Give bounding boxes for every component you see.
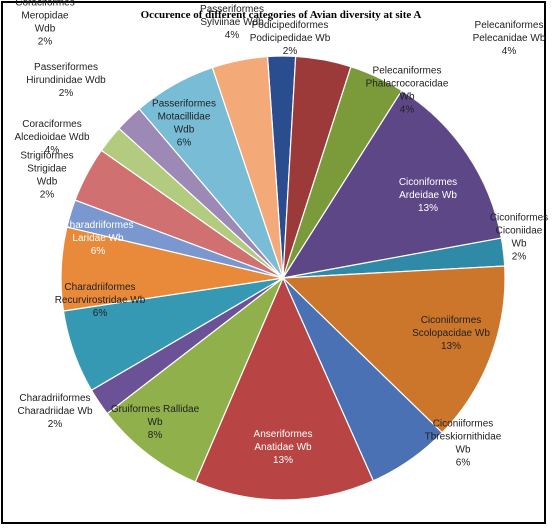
slice-label-line: Pelecaniformes (373, 66, 442, 77)
slice-label-line: Ardeidae Wb (399, 190, 457, 201)
slice-label-line: Motacillidae (158, 112, 211, 123)
slice-label-line: 2% (48, 419, 63, 430)
slice-label-line: 2% (512, 252, 527, 263)
slice-label: Coraciformes Alcedioidae Wdb 4% (14, 119, 89, 156)
slice-label: Strigiformes Strigidae Wdb 2% (20, 151, 73, 201)
pie-slice (281, 89, 503, 279)
slice-label-line: Charadriiformes (19, 393, 90, 404)
slice-label-line: Ciconiiformes (421, 315, 482, 326)
slice-label-line: Anatidae Wb (254, 442, 312, 453)
slice-label: Ciconiiformes Tbreskiornithidae Wb 6% (425, 419, 502, 469)
slice-label-line: Passeriformes (152, 99, 216, 110)
slice-label-line: Gruiformes Rallidae (111, 404, 200, 415)
slice-label-line: 4% (502, 46, 517, 57)
slice-label-line: 6% (456, 458, 471, 469)
pie-slice (281, 265, 506, 434)
slice-label: Anseriformes Anatidae Wb 13% (254, 429, 313, 466)
pie-slices (60, 55, 506, 501)
slice-label: Passeriformes Hirundinidae Wdb 2% (26, 62, 106, 99)
slice-label: Charadriiformes Charadriidae Wb 2% (17, 393, 92, 430)
slice-label: Passeriformes Motacillidae Wdb 6% (152, 99, 216, 149)
slice-label-line: 2% (40, 190, 55, 201)
slice-label: Pelecaniformes Phalacrocoracidae Wb 4% (366, 66, 449, 116)
slice-label: Pelecaniformes Pelecanidae Wb 4% (473, 20, 546, 57)
chart-title: Occurence of different categories of Avi… (141, 9, 422, 21)
slice-label-line: 6% (177, 138, 192, 149)
slice-label-line: Podicipedidae Wb (250, 33, 331, 44)
slice-label-line: Hirundinidae Wdb (26, 75, 106, 86)
slice-label: Charadriiformes Laridae Wb 6% (62, 220, 133, 257)
slice-label-line: Charadriiformes (62, 220, 133, 231)
slice-label-line: Laridae Wb (72, 233, 124, 244)
slice-label-line: Wdb (174, 125, 195, 136)
pie-slice (106, 276, 285, 483)
slice-label: Ciconiformes Ciconiidae Wb 2% (490, 213, 548, 263)
slice-label-line: 13% (273, 455, 293, 466)
slice-label: Passeriformes Sylviinae Wdb 4% (200, 4, 264, 41)
slice-label: Gruiformes Rallidae Wb 8% (111, 404, 200, 441)
slice-label: Coraciformes Meropidae Wdb 2% (15, 0, 74, 48)
slice-label-line: Charadriiformes (64, 282, 135, 293)
slice-label-line: Charadriidae Wb (17, 406, 92, 417)
slice-label-line: Ciconiiformes (433, 419, 494, 430)
slice-label-line: Alcedioidae Wdb (14, 132, 89, 143)
slice-label-line: Wb (456, 445, 471, 456)
slice-label-line: 8% (148, 430, 163, 441)
slice-label-line: Wb (400, 92, 415, 103)
pie-labels: Podicipediformes Podicipedidae Wb 2% Peleca… (14, 0, 548, 469)
slice-label: Ciconiformes Ardeidae Wb 13% (399, 177, 458, 214)
slice-label-line: Coraciformes (15, 0, 74, 9)
slice-label-line: Wdb (35, 24, 56, 35)
slice-label-line: Passeriformes (200, 4, 264, 15)
pie-slice (211, 55, 284, 279)
slice-label-line: Meropidae (21, 11, 69, 22)
slice-label-line: Passeriformes (34, 62, 98, 73)
slice-label-line: 4% (225, 30, 240, 41)
slice-label-line: Recurvirostridae Wb (55, 295, 146, 306)
slice-label-line: 2% (283, 46, 298, 57)
slice-label-line: Wb (512, 239, 527, 250)
slice-label-line: 6% (93, 308, 108, 319)
slice-label-line: 13% (418, 203, 438, 214)
slice-label: Charadriiformes Recurvirostridae Wb 6% (55, 282, 146, 319)
slice-label-line: Phalacrocoracidae (366, 79, 449, 90)
slice-label: Ciconiiformes Scolopacidae Wb 13% (412, 315, 490, 352)
slice-label-line: Tbreskiornithidae (425, 432, 502, 443)
slice-label-line: Ciconiidae (496, 226, 543, 237)
slice-label-line: Strigidae (27, 164, 67, 175)
slice-label-line: 4% (400, 105, 415, 116)
slice-label-line: 6% (91, 246, 106, 257)
slice-label-line: Sylviinae Wdb (200, 17, 264, 28)
slice-label-line: 13% (441, 341, 461, 352)
slice-label-line: Pelecanidae Wb (473, 33, 546, 44)
slice-label-line: Strigiformes (20, 151, 73, 162)
slice-label-line: Wb (148, 417, 163, 428)
slice-label-line: Coraciformes (22, 119, 81, 130)
slice-label-line: Anseriformes (254, 429, 313, 440)
slice-label-line: 2% (59, 88, 74, 99)
slice-label-line: Scolopacidae Wb (412, 328, 490, 339)
slice-label-line: Wdb (37, 177, 58, 188)
slice-label: Podicipediformes Podicipedidae Wb 2% (250, 20, 331, 57)
slice-label-line: 4% (45, 145, 60, 156)
pie-slice (194, 276, 375, 501)
slice-label-line: 2% (38, 37, 53, 48)
slice-label-line: Ciconiformes (399, 177, 457, 188)
slice-label-line: Ciconiformes (490, 213, 548, 224)
slice-label-line: Pelecaniformes (475, 20, 544, 31)
slice-label-line: Podicipediformes (252, 20, 329, 31)
